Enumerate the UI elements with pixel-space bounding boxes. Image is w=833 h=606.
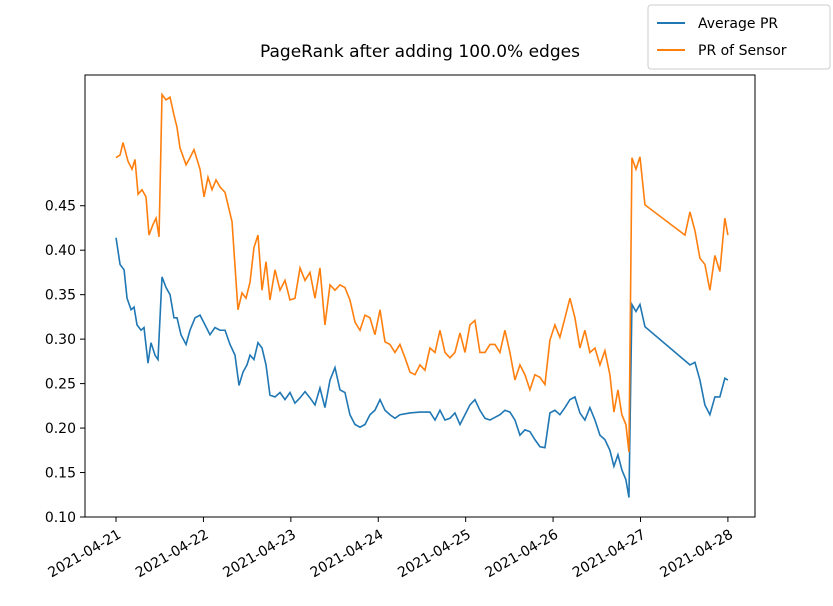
y-tick-label: 0.45 [45,199,76,215]
legend: Average PR PR of Sensor [647,4,831,70]
chart-title: PageRank after adding 100.0% edges [260,42,580,62]
y-tick-label: 0.25 [45,377,76,393]
y-tick-label: 0.40 [45,243,76,259]
y-tick-label: 0.30 [45,332,76,348]
y-tick-label: 0.15 [45,466,76,482]
line-series [115,92,729,453]
legend-label: PR of Sensor [698,43,787,59]
legend-box [647,4,831,70]
legend-label: Average PR [698,16,778,32]
y-tick-label: 0.20 [45,421,76,437]
line-series [115,237,729,498]
y-tick-label: 0.10 [45,510,76,526]
axes-frame [84,74,756,518]
y-tick-label: 0.35 [45,288,76,304]
